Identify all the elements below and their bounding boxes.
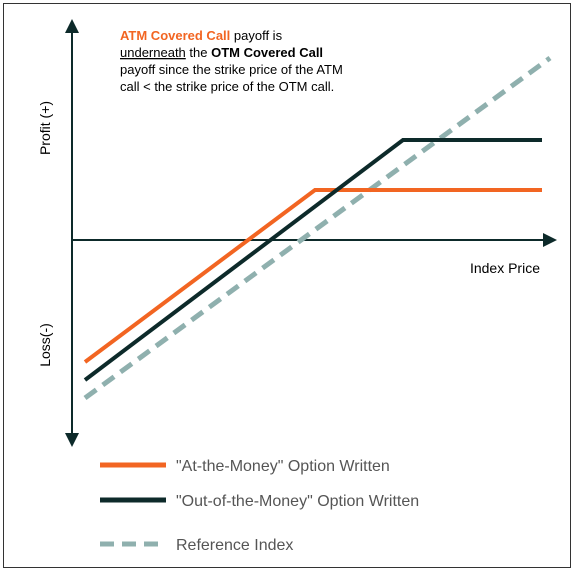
annotation-text: call < the strike price of the OTM call. <box>120 79 334 94</box>
legend-label: "At-the-Money" Option Written <box>176 458 390 475</box>
x-axis-label: Index Price <box>470 260 540 276</box>
otm-line <box>83 138 542 382</box>
annotation: ATM Covered Call payoff is underneath th… <box>120 28 346 94</box>
loss-label: Loss(-) <box>37 323 53 367</box>
annotation-underneath: underneath <box>120 45 186 60</box>
annotation-text: payoff since the strike price of the ATM <box>120 62 343 77</box>
annotation-text: payoff is <box>230 28 282 43</box>
annotation-atm: ATM Covered Call <box>120 28 230 43</box>
profit-label: Profit (+) <box>37 101 53 155</box>
reference-line <box>83 55 552 401</box>
annotation-otm: OTM Covered Call <box>211 45 323 60</box>
legend-label: Reference Index <box>176 537 293 554</box>
atm-line <box>83 188 542 364</box>
frame <box>3 3 571 568</box>
legend-label: "Out-of-the-Money" Option Written <box>176 493 419 510</box>
annotation-text: the <box>186 45 211 60</box>
